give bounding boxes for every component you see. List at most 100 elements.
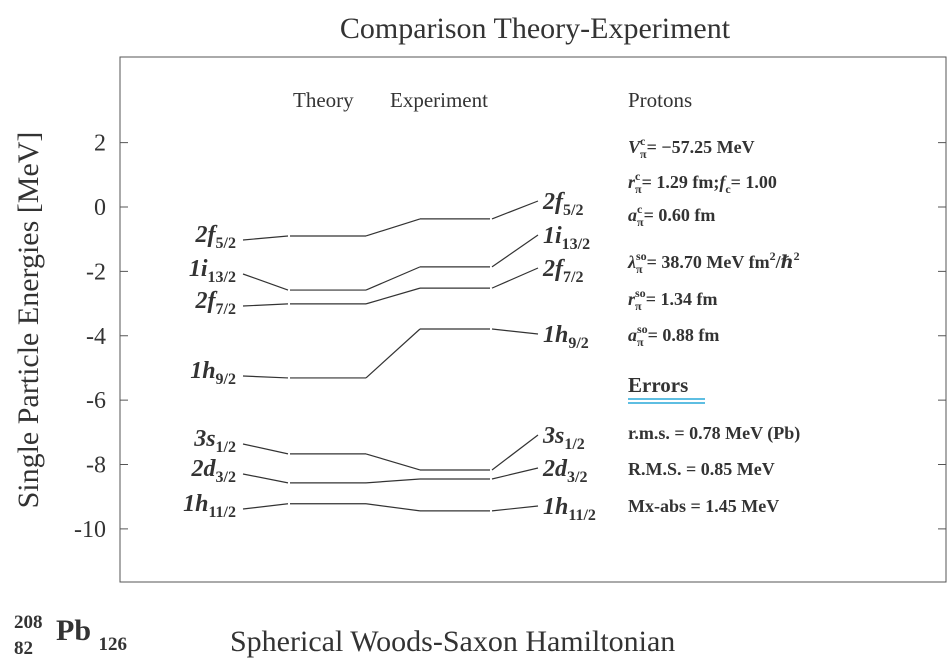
y-tick-label: -8 (86, 453, 106, 479)
parameter-text: r (628, 172, 636, 192)
y-axis-label: Single Particle Energies [MeV] (12, 132, 45, 509)
orbital: 2d (542, 456, 568, 482)
connector (365, 266, 421, 291)
parameter-text: = 38.70 MeV fm (647, 252, 770, 272)
parameter-text: = 0.88 fm (648, 325, 720, 345)
level-label: 1h9/2 (543, 322, 589, 352)
parameter-text: c (635, 169, 641, 183)
parameter-text: π (635, 182, 642, 196)
level-label: 1i13/2 (189, 256, 236, 286)
angular-momentum: 13/2 (562, 236, 590, 253)
level-label: 2d3/2 (542, 456, 587, 486)
orbital: 1i (189, 256, 208, 282)
error-text: Mx-abs = 1.45 MeV (628, 496, 779, 516)
plot-frame (119, 56, 947, 583)
parameter-text: π (637, 335, 644, 349)
y-tick-label: 2 (94, 131, 106, 157)
angular-momentum: 3/2 (216, 469, 236, 486)
error-text: R.M.S. = 0.85 MeV (628, 459, 775, 479)
parameter-text: = 1.00 (731, 172, 777, 192)
connector (365, 478, 421, 484)
parameter-text: 2 (794, 249, 800, 263)
footer: Spherical Woods-Saxon Hamiltonian (230, 625, 675, 658)
level-label: 2f7/2 (542, 256, 583, 286)
orbital: 2d (191, 456, 217, 482)
parameter-text: /ℏ (775, 252, 794, 272)
y-tick-label: -4 (86, 324, 106, 350)
connector (242, 303, 289, 307)
parameter-text: π (637, 215, 644, 229)
orbital: 2f (542, 256, 565, 282)
connector (365, 328, 421, 379)
angular-momentum: 13/2 (208, 269, 236, 286)
parameter-text: π (636, 262, 643, 276)
parameter-text: r (628, 289, 636, 309)
level-label: 2f5/2 (542, 189, 583, 219)
angular-momentum: 11/2 (568, 507, 596, 524)
connector (242, 273, 289, 291)
level-label: 3s1/2 (542, 423, 585, 453)
orbital: 2f (195, 222, 218, 248)
angular-momentum: 5/2 (216, 235, 236, 252)
angular-momentum: 1/2 (216, 439, 236, 456)
column-header: Theory (293, 88, 354, 112)
parameter-text: so (636, 249, 647, 263)
parameter-text: c (637, 202, 643, 216)
orbital: 1h (183, 491, 208, 517)
parameter-text: = −57.25 MeV (647, 137, 755, 157)
connector (491, 434, 539, 471)
orbital: 3s (193, 426, 215, 452)
error-text: r.m.s. = 0.78 MeV (Pb) (628, 423, 800, 444)
orbital: 1i (543, 223, 562, 249)
parameter-text: π (640, 147, 647, 161)
parameter-text: V (628, 137, 642, 157)
parameter-text: = 1.29 fm; (642, 172, 720, 192)
chart-title: Comparison Theory-Experiment (340, 12, 731, 45)
connector (365, 287, 421, 305)
parameter-text: so (637, 322, 648, 336)
parameter-text: π (635, 299, 642, 313)
orbital: 1h (543, 494, 568, 520)
level-label: 2d3/2 (191, 456, 236, 486)
connector (242, 443, 289, 455)
neutron-number: 126 (99, 634, 128, 655)
connector (242, 235, 289, 241)
column-header: Experiment (390, 88, 488, 112)
angular-momentum: 3/2 (567, 469, 587, 486)
level-label: 2f7/2 (195, 288, 236, 318)
level-label: 1i13/2 (543, 223, 590, 253)
y-tick-label: -6 (86, 388, 106, 414)
connector (365, 218, 421, 237)
parameter-text: so (635, 286, 646, 300)
connector (491, 267, 539, 289)
proton-number: 82 (14, 638, 33, 659)
parameter-text: a (628, 205, 637, 225)
level-label: 1h11/2 (183, 491, 236, 521)
connector (365, 453, 421, 471)
parameter-text: 2 (770, 249, 776, 263)
connector (491, 200, 539, 220)
angular-momentum: 11/2 (208, 504, 236, 521)
angular-momentum: 9/2 (568, 335, 588, 352)
parameter-text: c (640, 134, 646, 148)
orbital: 2f (195, 288, 218, 314)
y-tick-label: -2 (86, 259, 106, 285)
orbital: 2f (542, 189, 565, 215)
parameter-text: = 1.34 fm (646, 289, 718, 309)
element: Pb (56, 614, 91, 647)
connector (242, 375, 289, 379)
connector (242, 473, 289, 484)
parameter-text: a (628, 325, 637, 345)
angular-momentum: 7/2 (563, 269, 583, 286)
orbital: 1h (543, 322, 568, 348)
mass-number: 208 (14, 612, 43, 633)
level-label: 3s1/2 (193, 426, 236, 456)
level-label: 1h9/2 (190, 358, 236, 388)
angular-momentum: 5/2 (563, 202, 583, 219)
y-tick-label: 0 (94, 195, 106, 221)
parameter-text: f (719, 172, 727, 192)
connector (491, 467, 539, 480)
parameter-text: c (725, 182, 731, 196)
parameter-text: = 0.60 fm (644, 205, 716, 225)
